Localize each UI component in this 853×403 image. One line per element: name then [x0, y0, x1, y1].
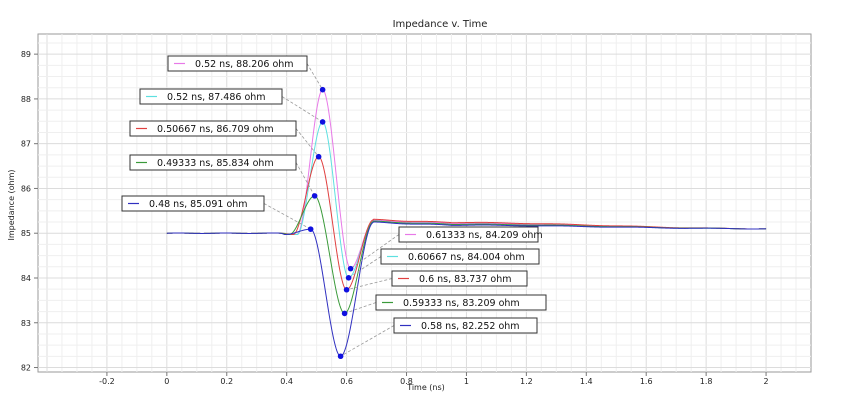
x-tick-label: 0 [164, 377, 169, 386]
data-point [345, 275, 352, 281]
data-point [347, 265, 354, 272]
annotation-box: 0.52 ns, 88.206 ohm [167, 55, 308, 72]
x-tick-label: 1.2 [520, 377, 533, 386]
x-tick-label: 1 [464, 377, 469, 386]
annotation-label: 0.58 ns, 82.252 ohm [421, 321, 520, 332]
data-point [311, 193, 318, 199]
annotation-label: 0.49333 ns, 85.834 ohm [157, 158, 274, 169]
data-point [343, 286, 350, 293]
annotation-box: 0.61333 ns, 84.209 ohm [398, 226, 543, 243]
annotation-label: 0.48 ns, 85.091 ohm [149, 199, 248, 210]
data-point [319, 86, 326, 93]
x-tick-label: 0.2 [220, 377, 233, 386]
annotation-frame [375, 294, 547, 311]
annotation-points [307, 86, 354, 360]
annotation-label: 0.52 ns, 87.486 ohm [167, 92, 266, 103]
y-tick-label: 89 [21, 50, 31, 59]
annotation-box: 0.59333 ns, 83.209 ohm [375, 294, 547, 311]
y-axis-label: Impedance (ohm) [7, 169, 16, 240]
leader-line [344, 302, 377, 314]
annotation-box: 0.50667 ns, 86.709 ohm [129, 120, 297, 137]
leader-line [348, 256, 382, 279]
annotation-frame [129, 154, 297, 171]
annotation-leaders [263, 63, 400, 357]
x-tick-label: 1.8 [700, 377, 713, 386]
leader-line [295, 128, 319, 157]
data-point [319, 119, 326, 125]
data-point [307, 226, 314, 232]
annotation-frame [129, 120, 297, 137]
leader-line [295, 162, 315, 197]
annotation-label: 0.52 ns, 88.206 ohm [195, 59, 294, 70]
x-axis-ticks: -0.2 0 0.2 0.4 0.6 0.8 1 1.2 1.4 1.6 1.8 2 [99, 372, 769, 386]
y-tick-label: 86 [21, 184, 31, 193]
x-tick-label: 1.6 [640, 377, 653, 386]
x-tick-label: 2 [764, 377, 769, 386]
data-point [315, 153, 322, 160]
annotation-label: 0.59333 ns, 83.209 ohm [403, 298, 520, 309]
x-tick-label: 0.8 [400, 377, 413, 386]
annotation-box: 0.48 ns, 85.091 ohm [121, 195, 265, 212]
annotation-box: 0.6 ns, 83.737 ohm [391, 270, 528, 287]
leader-line [263, 203, 311, 230]
annotation-label: 0.60667 ns, 84.004 ohm [408, 252, 525, 263]
x-tick-label: 1.4 [580, 377, 593, 386]
y-tick-label: 85 [21, 229, 31, 238]
annotation-box: 0.58 ns, 82.252 ohm [393, 317, 538, 334]
annotation-label: 0.61333 ns, 84.209 ohm [426, 230, 543, 241]
leader-line [281, 96, 323, 123]
series-line [166, 221, 767, 357]
x-tick-label: 0.6 [340, 377, 353, 386]
annotation-box: 0.49333 ns, 85.834 ohm [129, 154, 297, 171]
annotation-frame [393, 317, 538, 334]
leader-line [306, 63, 323, 90]
leader-line [346, 278, 393, 291]
series-lines [166, 89, 767, 357]
annotation-box: 0.60667 ns, 84.004 ohm [380, 248, 540, 265]
annotation-frame [167, 55, 308, 72]
y-tick-label: 82 [21, 364, 31, 373]
y-tick-label: 84 [21, 274, 31, 283]
x-tick-label: 0.4 [280, 377, 293, 386]
annotation-label: 0.50667 ns, 86.709 ohm [157, 124, 274, 135]
annotation-label: 0.6 ns, 83.737 ohm [419, 274, 512, 285]
data-point [341, 310, 348, 317]
annotation-frame [139, 88, 283, 105]
annotation-frame [391, 270, 528, 287]
y-tick-label: 87 [21, 140, 31, 149]
y-tick-label: 83 [21, 319, 31, 328]
annotation-box: 0.52 ns, 87.486 ohm [139, 88, 283, 105]
annotation-frame [398, 226, 539, 243]
x-tick-label: -0.2 [99, 377, 115, 386]
x-axis-label: Time (ns) [406, 383, 445, 392]
leader-line [340, 325, 395, 357]
data-point [337, 353, 344, 360]
y-axis-ticks: 82 83 84 85 86 87 88 89 [21, 50, 38, 373]
annotations: 0.52 ns, 88.206 ohm 0.52 ns, 87.486 ohm 0.… [121, 55, 547, 334]
annotation-frame [121, 195, 265, 212]
chart-title: Impedance v. Time [393, 19, 488, 30]
annotation-frame [380, 248, 540, 265]
y-tick-label: 88 [21, 95, 31, 104]
